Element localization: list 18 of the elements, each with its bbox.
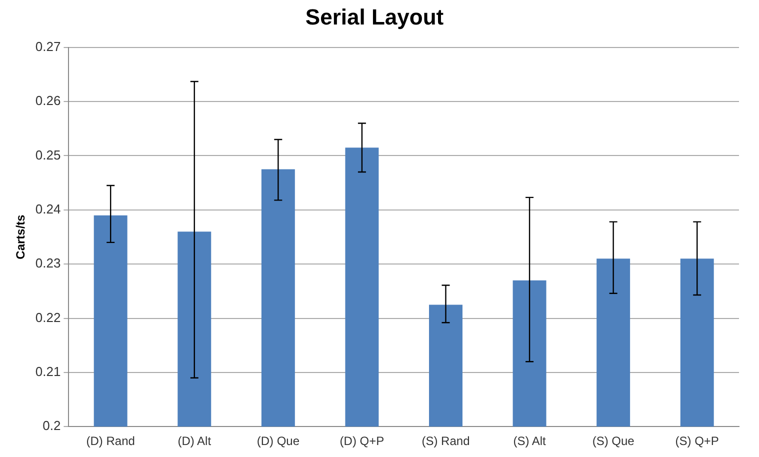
y-tick-label: 0.21 xyxy=(35,364,61,380)
y-tick-label: 0.27 xyxy=(35,38,61,54)
y-axis-title: Carts/ts xyxy=(14,214,28,260)
x-tick-label: (D) Que xyxy=(256,434,300,448)
chart-title: Serial Layout xyxy=(305,4,444,30)
x-tick-label: (S) Alt xyxy=(513,434,547,448)
x-tick-label: (S) Rand xyxy=(422,434,470,448)
y-tick-label: 0.23 xyxy=(35,256,61,271)
y-tick-label: 0.2 xyxy=(42,418,61,434)
x-tick-label: (S) Que xyxy=(592,434,635,448)
y-tick-label: 0.25 xyxy=(35,147,61,162)
x-tick-label: (D) Alt xyxy=(178,434,212,448)
y-tick-label: 0.26 xyxy=(35,93,61,108)
y-tick-label: 0.24 xyxy=(35,201,61,216)
x-tick-label: (D) Rand xyxy=(86,434,135,448)
x-tick-label: (D) Q+P xyxy=(340,434,384,448)
y-tick-label: 0.22 xyxy=(35,310,61,325)
x-tick-label: (S) Q+P xyxy=(675,434,719,448)
